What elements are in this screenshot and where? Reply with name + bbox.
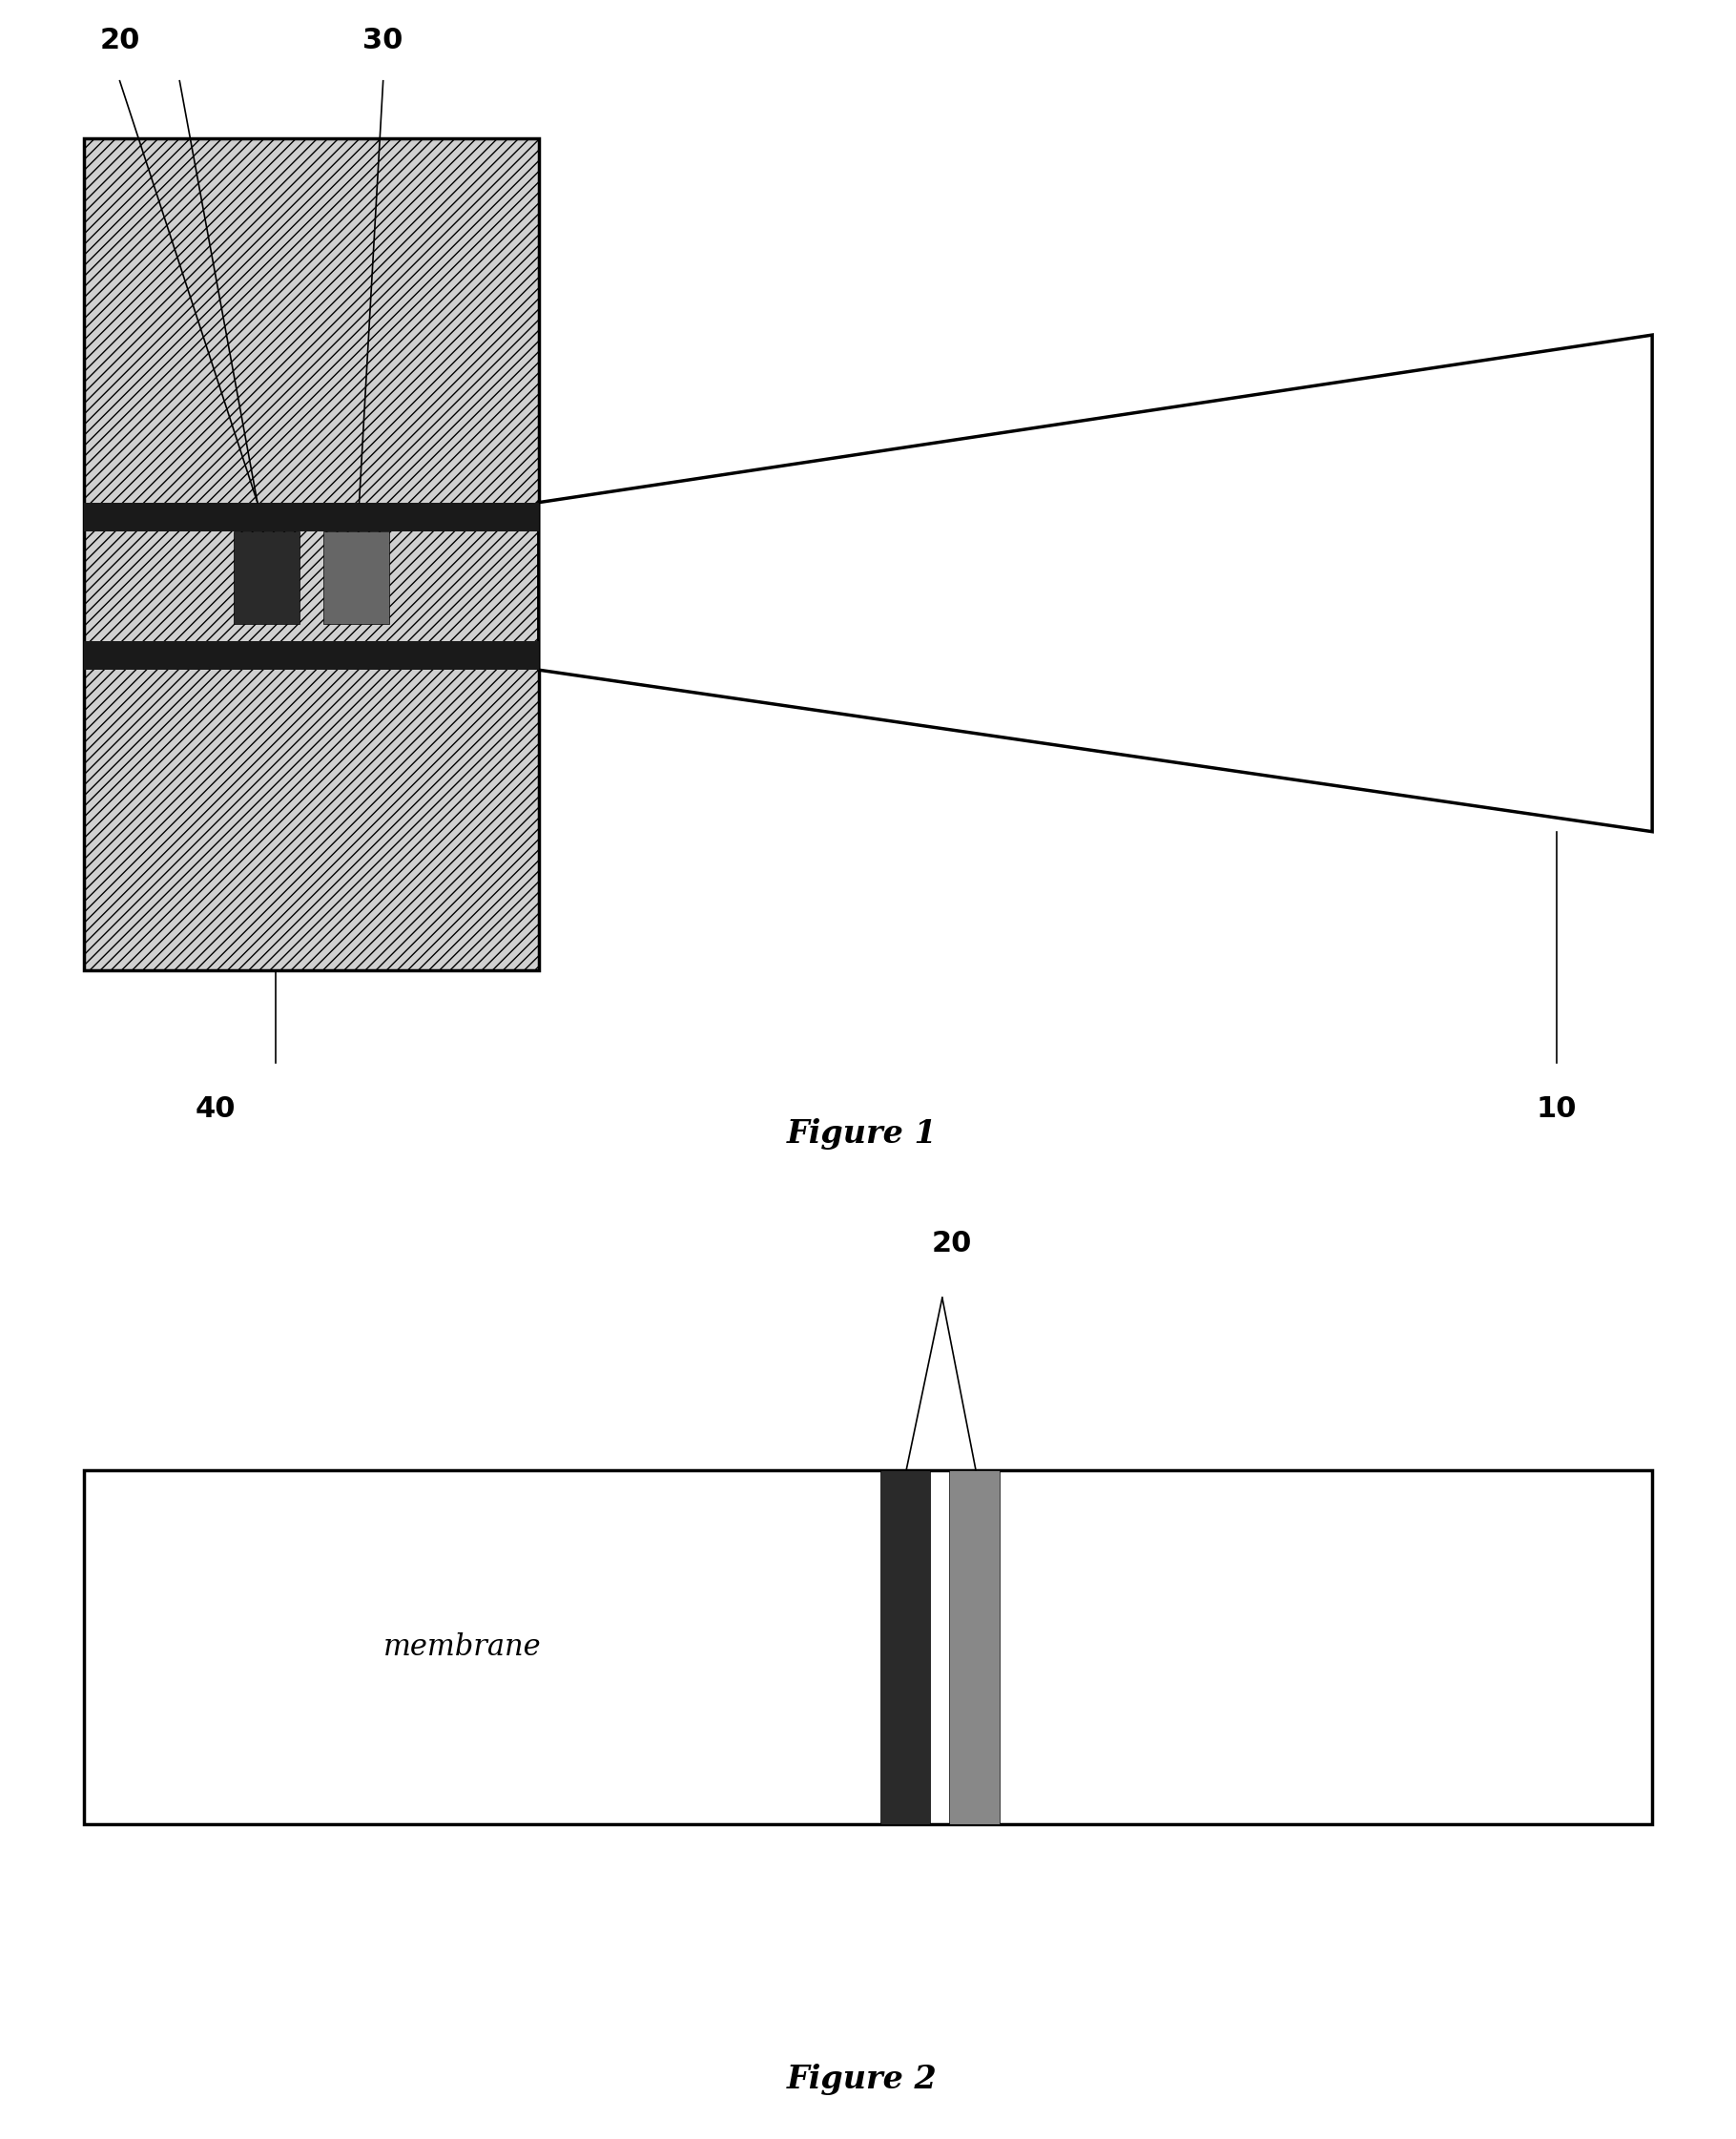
- Bar: [83, 139, 538, 971]
- Text: 20: 20: [99, 26, 141, 53]
- Text: Figure 1: Figure 1: [786, 1119, 937, 1149]
- Bar: [880, 1469, 930, 1825]
- Text: Figure 2: Figure 2: [786, 2064, 937, 2094]
- Bar: [950, 1469, 1000, 1825]
- Bar: [233, 530, 299, 625]
- Bar: [83, 1469, 1653, 1825]
- Text: 40: 40: [194, 1095, 236, 1123]
- Text: membrane: membrane: [384, 1632, 542, 1662]
- Text: 20: 20: [932, 1230, 972, 1258]
- Text: 30: 30: [363, 26, 403, 53]
- Polygon shape: [538, 336, 1653, 832]
- Bar: [83, 503, 538, 530]
- Bar: [83, 642, 538, 670]
- Text: 10: 10: [1536, 1095, 1576, 1123]
- Bar: [323, 530, 389, 625]
